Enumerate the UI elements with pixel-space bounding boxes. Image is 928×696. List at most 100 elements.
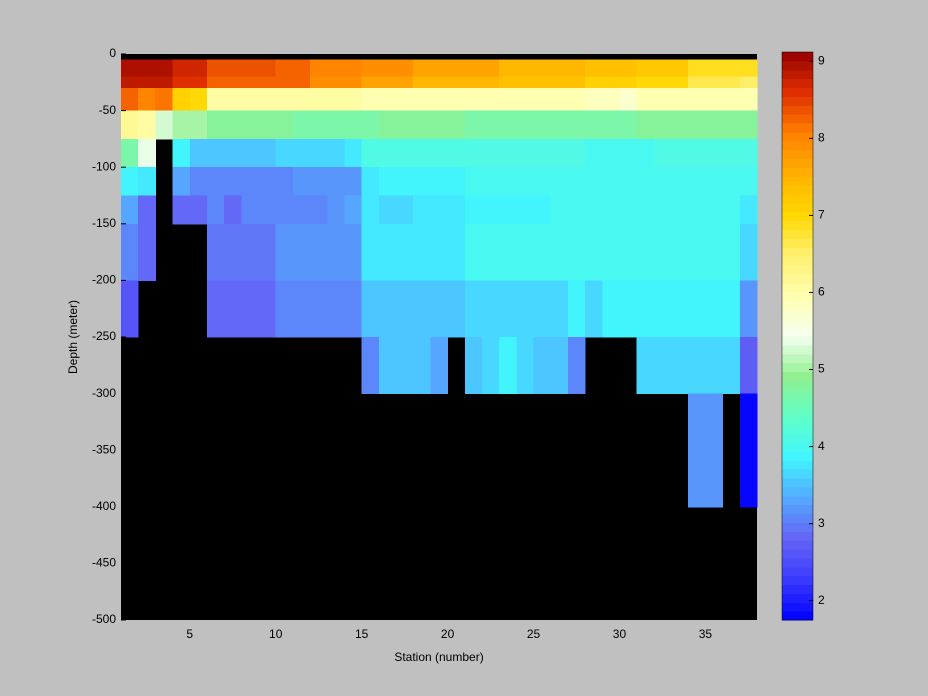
colorbar-level [782, 398, 813, 408]
x-tick-label: 15 [355, 627, 369, 641]
colorbar-level [782, 371, 813, 381]
colorbar-level [782, 273, 813, 284]
heatmap-cell [138, 76, 156, 89]
heatmap-cell [567, 280, 586, 310]
heatmap-cell [653, 252, 672, 281]
heatmap-cell [275, 138, 294, 168]
heatmap-cell [671, 138, 689, 168]
heatmap-cell [241, 308, 260, 338]
heatmap-cell [722, 308, 741, 338]
heatmap-cell [636, 223, 655, 253]
heatmap-cell [533, 223, 552, 253]
heatmap-cell [327, 280, 345, 310]
heatmap-cell [516, 59, 535, 78]
heatmap-cell [344, 138, 363, 168]
heatmap-cell [447, 280, 466, 310]
heatmap-cell [206, 59, 225, 78]
heatmap-cell [206, 167, 225, 196]
heatmap-cell [172, 110, 191, 140]
y-tick-label: -200 [92, 273, 116, 287]
heatmap-cell [722, 76, 741, 89]
colorbar-level [782, 469, 813, 479]
heatmap-cell [447, 110, 466, 140]
heatmap-cell [138, 167, 156, 196]
heatmap-cell [327, 87, 345, 112]
heatmap-cell [206, 252, 225, 281]
heatmap-cell [688, 138, 706, 168]
heatmap-cell [206, 138, 225, 168]
heatmap-cell [636, 308, 655, 338]
heatmap-cell [636, 76, 655, 89]
heatmap-cell [361, 223, 380, 253]
heatmap-cell [739, 337, 758, 395]
heatmap-cell [533, 59, 552, 78]
heatmap-cell [705, 195, 724, 225]
heatmap-cell [327, 138, 345, 168]
heatmap-cell [585, 76, 603, 89]
heatmap-cell [413, 76, 431, 89]
heatmap-cell [688, 393, 706, 508]
heatmap-cell [361, 76, 380, 89]
heatmap-cell [739, 76, 758, 89]
heatmap-cell [344, 110, 363, 140]
heatmap-cell [189, 59, 208, 78]
colorbar-level [782, 167, 813, 177]
heatmap-cell [430, 337, 449, 395]
heatmap-cell [533, 76, 552, 89]
heatmap-cell [585, 280, 603, 310]
heatmap-cell [499, 308, 517, 338]
heatmap-cell [481, 110, 500, 140]
heatmap-cell [671, 280, 689, 310]
heatmap-cell [619, 252, 638, 281]
colorbar-level [782, 407, 813, 417]
heatmap-cell [224, 195, 242, 225]
heatmap-cell [550, 280, 569, 310]
colorbar-frame [781, 51, 814, 621]
heatmap-cell [516, 223, 535, 253]
heatmap-cell [619, 223, 638, 253]
heatmap-cell [310, 76, 328, 89]
heatmap-cell [653, 59, 672, 78]
heatmap-cell [327, 195, 345, 225]
heatmap-cell [413, 308, 431, 338]
heatmap-cell [516, 280, 535, 310]
heatmap-cell [739, 195, 758, 225]
heatmap-cell [705, 87, 724, 112]
colorbar-level [782, 96, 813, 106]
heatmap-cell [275, 223, 294, 253]
heatmap-cell [739, 59, 758, 78]
colorbar-level [782, 202, 813, 213]
heatmap-cell [516, 110, 535, 140]
heatmap-cell [533, 252, 552, 281]
heatmap-cell [224, 59, 242, 78]
heatmap-cell [327, 59, 345, 78]
heatmap-cell [550, 76, 569, 89]
heatmap-cell [172, 76, 191, 89]
colorbar-level [782, 158, 813, 168]
colorbar-level [782, 513, 813, 523]
colorbar-level [782, 176, 813, 186]
colorbar-level [782, 300, 813, 310]
heatmap-cell [464, 87, 483, 112]
heatmap-cell [739, 393, 758, 508]
heatmap-cell [516, 308, 535, 338]
heatmap-cell [430, 280, 449, 310]
heatmap-cell [430, 110, 449, 140]
heatmap-cell [481, 167, 500, 196]
heatmap-cell [602, 76, 620, 89]
heatmap-cell [705, 138, 724, 168]
heatmap-cell [636, 138, 655, 168]
y-tick-label: -150 [92, 216, 116, 230]
colorbar-level [782, 460, 813, 470]
colorbar-level [782, 318, 813, 328]
heatmap-cell [361, 280, 380, 310]
heatmap-cell [653, 167, 672, 196]
heatmap-cell [275, 280, 294, 310]
heatmap-cell [292, 308, 311, 338]
heatmap-cell [292, 110, 311, 140]
heatmap-cell [275, 87, 294, 112]
heatmap-cell [619, 280, 638, 310]
colorbar-tick-label: 6 [818, 285, 825, 299]
heatmap-cell [516, 76, 535, 89]
heatmap-cell [464, 76, 483, 89]
